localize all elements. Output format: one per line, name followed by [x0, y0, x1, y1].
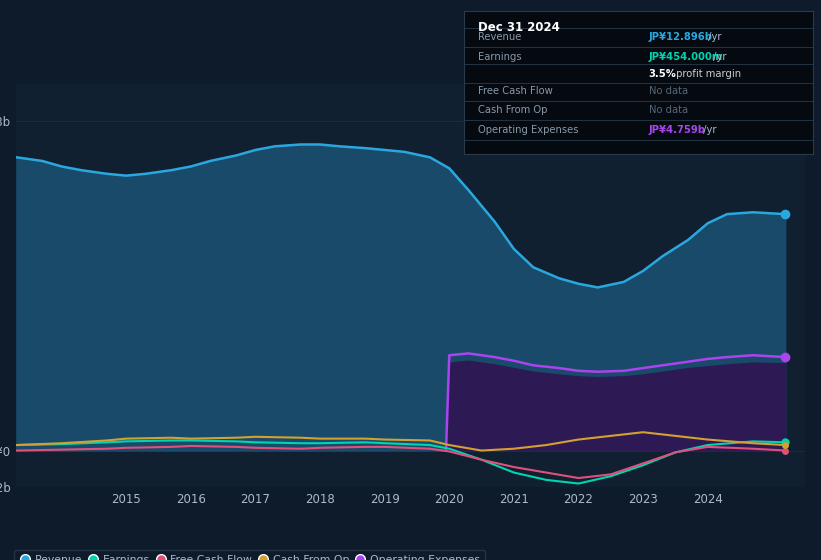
Text: profit margin: profit margin: [673, 69, 741, 79]
Text: 3.5%: 3.5%: [649, 69, 677, 79]
Text: /yr: /yr: [699, 125, 716, 135]
Text: Dec 31 2024: Dec 31 2024: [478, 21, 560, 34]
Text: Operating Expenses: Operating Expenses: [478, 125, 578, 135]
Text: Free Cash Flow: Free Cash Flow: [478, 86, 553, 96]
Text: JP¥12.896b: JP¥12.896b: [649, 32, 713, 42]
Text: No data: No data: [649, 86, 688, 96]
Text: No data: No data: [649, 105, 688, 115]
Text: /yr: /yr: [704, 32, 721, 42]
Text: Cash From Op: Cash From Op: [478, 105, 548, 115]
Text: JP¥4.759b: JP¥4.759b: [649, 125, 706, 135]
Text: /yr: /yr: [709, 52, 726, 62]
Legend: Revenue, Earnings, Free Cash Flow, Cash From Op, Operating Expenses: Revenue, Earnings, Free Cash Flow, Cash …: [14, 550, 485, 560]
Text: Revenue: Revenue: [478, 32, 521, 42]
Text: Earnings: Earnings: [478, 52, 521, 62]
Text: JP¥454.000m: JP¥454.000m: [649, 52, 723, 62]
